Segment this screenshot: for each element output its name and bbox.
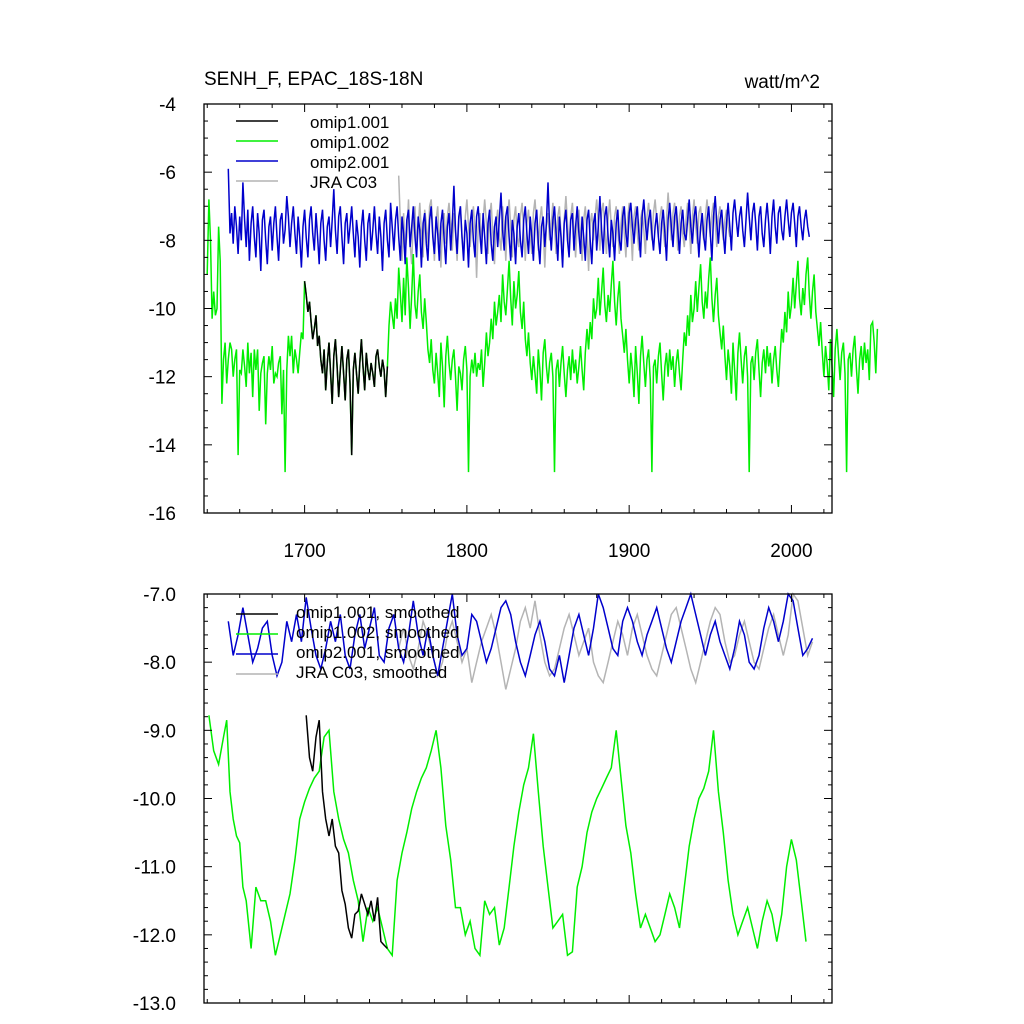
legend-label: omip1.001 bbox=[310, 113, 389, 132]
y-tick-label: -9.0 bbox=[143, 721, 176, 742]
chart-title: SENH_F, EPAC_18S-18N bbox=[204, 69, 423, 90]
series-line-jra-c03-smoothed bbox=[397, 591, 814, 690]
bottom-panel: -7.0 -8.0 -9.0 -10.0 -11.0 -12.0 -13.0 omip1.00… bbox=[133, 585, 833, 1015]
x-tick-label: 1800 bbox=[446, 541, 488, 562]
y-tick-label: -14 bbox=[149, 436, 177, 457]
plot-frame bbox=[203, 103, 833, 514]
legend-label: omip1.001, smoothed bbox=[296, 603, 460, 622]
y-tick-label: -11.0 bbox=[134, 858, 176, 879]
legend-label: omip2.001, smoothed bbox=[296, 643, 460, 662]
legend-label: omip1.002 bbox=[310, 133, 389, 152]
legend-label: omip2.001 bbox=[310, 153, 389, 172]
y-tick-label: -8.0 bbox=[143, 653, 176, 674]
y-tick-label: -10.0 bbox=[133, 790, 176, 811]
legend-label: JRA C03 bbox=[310, 173, 377, 192]
x-tick-label: 1900 bbox=[608, 541, 650, 562]
y-tick-label: -7.0 bbox=[143, 585, 176, 606]
y-tick-label: -12.0 bbox=[133, 926, 176, 947]
y-tick-label: -10 bbox=[149, 300, 176, 321]
y-tick-label: -12 bbox=[149, 368, 176, 389]
y-tick-label: -4 bbox=[159, 95, 176, 116]
units-label: watt/m^2 bbox=[744, 72, 820, 93]
top-panel: -4 -6 -8 -10 -12 -14 -16 1700 1800 1900 2000 omip1.… bbox=[149, 95, 879, 562]
series-line-omip1-002-smoothed bbox=[208, 715, 807, 958]
series-line-omip2-001 bbox=[227, 168, 811, 272]
series-line-omip2-001-smoothed bbox=[227, 591, 814, 683]
series-line-omip1-001 bbox=[303, 281, 389, 456]
legend-label: omip1.002, smoothed bbox=[296, 623, 460, 642]
legend-label: JRA C03, smoothed bbox=[296, 663, 447, 682]
y-tick-label: -8 bbox=[159, 231, 176, 252]
y-tick-label: -16 bbox=[149, 504, 176, 525]
x-tick-label: 2000 bbox=[770, 541, 812, 562]
series-line-omip1-001-smoothed bbox=[305, 715, 388, 950]
x-tick-label: 1700 bbox=[283, 541, 325, 562]
y-tick-label: -6 bbox=[159, 163, 176, 184]
y-tick-label: -13.0 bbox=[133, 994, 176, 1015]
